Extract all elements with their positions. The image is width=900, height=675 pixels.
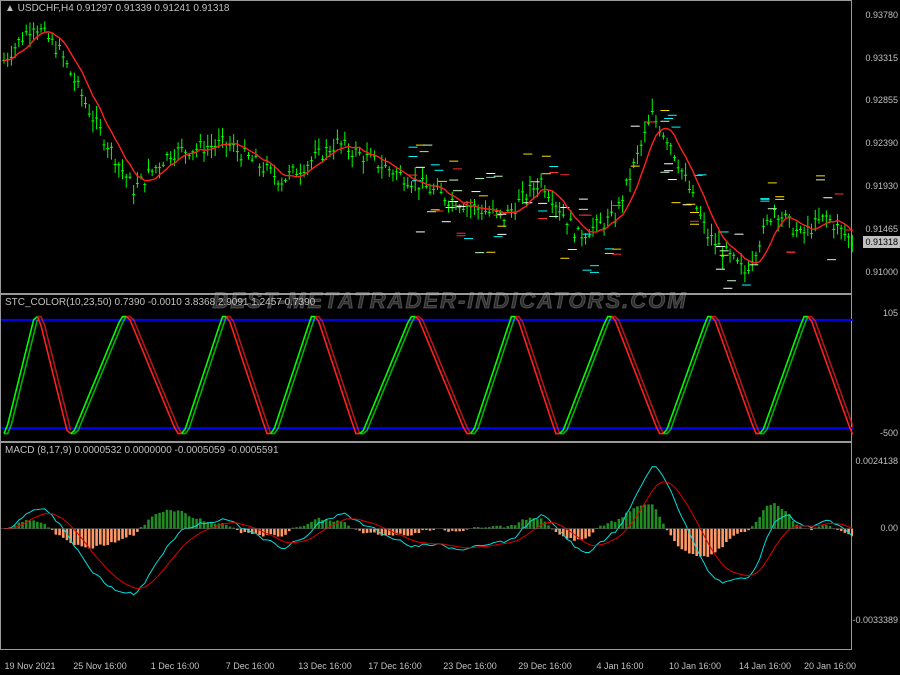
x-tick: 23 Dec 16:00 bbox=[443, 661, 497, 671]
symbol-header: ▲ USDCHF,H4 0.91297 0.91339 0.91241 0.91… bbox=[5, 3, 230, 14]
time-axis: 19 Nov 2021 25 Nov 16:00 1 Dec 16:00 7 Dec … bbox=[0, 653, 852, 675]
x-tick: 14 Jan 16:00 bbox=[739, 661, 791, 671]
x-tick: 13 Dec 16:00 bbox=[298, 661, 352, 671]
x-tick: 7 Dec 16:00 bbox=[226, 661, 275, 671]
x-tick: 20 Jan 16:00 bbox=[804, 661, 856, 671]
x-tick: 10 Jan 16:00 bbox=[669, 661, 721, 671]
x-tick: 17 Dec 16:00 bbox=[368, 661, 422, 671]
stc-indicator-panel[interactable]: STC_COLOR(10,23,50) 0.7390 -0.0010 3.836… bbox=[0, 294, 852, 442]
x-tick: 25 Nov 16:00 bbox=[73, 661, 127, 671]
macd-y-axis: 0.00241380.00-0.0033389 bbox=[852, 442, 900, 650]
macd-indicator-panel[interactable]: MACD (8,17,9) 0.0000532 0.0000000 -0.000… bbox=[0, 442, 852, 650]
macd-svg bbox=[1, 443, 853, 629]
current-price-marker: 0.91318 bbox=[863, 236, 900, 248]
trading-chart: ▲ USDCHF,H4 0.91297 0.91339 0.91241 0.91… bbox=[0, 0, 900, 675]
price-chart-svg bbox=[1, 1, 853, 295]
stc-y-axis: 105-500 bbox=[852, 294, 900, 442]
price-y-axis: 0.937800.933150.928550.923900.919300.914… bbox=[852, 0, 900, 294]
stc-label: STC_COLOR(10,23,50) 0.7390 -0.0010 3.836… bbox=[5, 297, 315, 308]
x-tick: 29 Dec 16:00 bbox=[518, 661, 572, 671]
x-tick: 1 Dec 16:00 bbox=[151, 661, 200, 671]
x-tick: 4 Jan 16:00 bbox=[596, 661, 643, 671]
x-tick: 19 Nov 2021 bbox=[4, 661, 55, 671]
stc-svg bbox=[1, 295, 853, 443]
macd-label: MACD (8,17,9) 0.0000532 0.0000000 -0.000… bbox=[5, 445, 279, 456]
price-chart-panel[interactable]: ▲ USDCHF,H4 0.91297 0.91339 0.91241 0.91… bbox=[0, 0, 852, 294]
